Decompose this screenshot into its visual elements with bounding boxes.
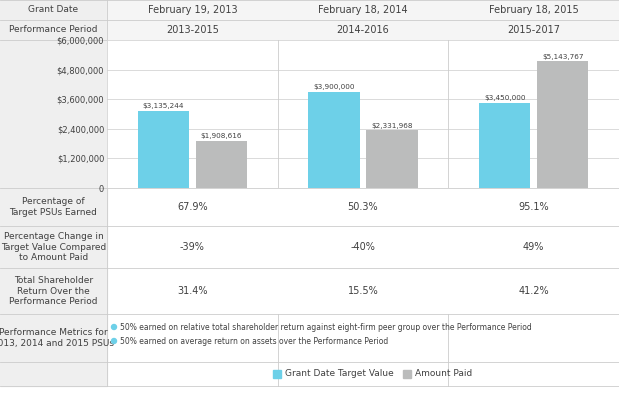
Text: Amount Paid: Amount Paid xyxy=(415,369,472,378)
Text: 49%: 49% xyxy=(523,242,544,252)
Text: February 18, 2014: February 18, 2014 xyxy=(318,5,408,15)
Text: $3,900,000: $3,900,000 xyxy=(313,84,355,90)
Text: 50% earned on average return on assets over the Performance Period: 50% earned on average return on assets o… xyxy=(120,336,388,345)
Text: 31.4%: 31.4% xyxy=(177,286,207,296)
Text: 50% earned on relative total shareholder return against eight-firm peer group ov: 50% earned on relative total shareholder… xyxy=(120,322,532,332)
Circle shape xyxy=(111,339,116,343)
Text: -39%: -39% xyxy=(180,242,205,252)
Polygon shape xyxy=(107,20,619,40)
Text: -40%: -40% xyxy=(350,242,376,252)
Circle shape xyxy=(111,324,116,330)
Bar xyxy=(137,111,189,188)
Text: 67.9%: 67.9% xyxy=(177,202,207,212)
Text: 50.3%: 50.3% xyxy=(348,202,378,212)
Polygon shape xyxy=(107,0,619,20)
Text: Performance Period: Performance Period xyxy=(9,25,98,35)
Polygon shape xyxy=(0,0,107,386)
Polygon shape xyxy=(273,370,281,378)
Text: 95.1%: 95.1% xyxy=(518,202,549,212)
Text: Total Shareholder
Return Over the
Performance Period: Total Shareholder Return Over the Perfor… xyxy=(9,276,98,306)
Text: February 18, 2015: February 18, 2015 xyxy=(489,5,579,15)
Text: $2,331,968: $2,331,968 xyxy=(371,123,413,129)
Bar xyxy=(366,131,418,188)
Text: $3,135,244: $3,135,244 xyxy=(142,103,184,109)
Text: $1,908,616: $1,908,616 xyxy=(201,133,242,139)
Bar xyxy=(196,141,247,188)
Bar xyxy=(479,103,530,188)
Text: $5,143,767: $5,143,767 xyxy=(542,54,584,60)
Text: Percentage Change in
Target Value Compared
to Amount Paid: Percentage Change in Target Value Compar… xyxy=(1,232,106,262)
Text: 41.2%: 41.2% xyxy=(518,286,549,296)
Text: 2015-2017: 2015-2017 xyxy=(507,25,560,35)
Text: Grant Date: Grant Date xyxy=(28,6,79,14)
Text: 2014-2016: 2014-2016 xyxy=(337,25,389,35)
Text: Grant Date Target Value: Grant Date Target Value xyxy=(285,369,394,378)
Text: February 19, 2013: February 19, 2013 xyxy=(147,5,237,15)
Polygon shape xyxy=(403,370,411,378)
Bar xyxy=(308,92,360,188)
Text: Percentage of
Target PSUs Earned: Percentage of Target PSUs Earned xyxy=(9,197,97,217)
Text: Performance Metrics for
2013, 2014 and 2015 PSUs: Performance Metrics for 2013, 2014 and 2… xyxy=(0,328,115,348)
Text: $3,450,000: $3,450,000 xyxy=(484,96,526,101)
Bar xyxy=(537,61,588,188)
Text: 2013-2015: 2013-2015 xyxy=(166,25,219,35)
Text: 15.5%: 15.5% xyxy=(348,286,378,296)
